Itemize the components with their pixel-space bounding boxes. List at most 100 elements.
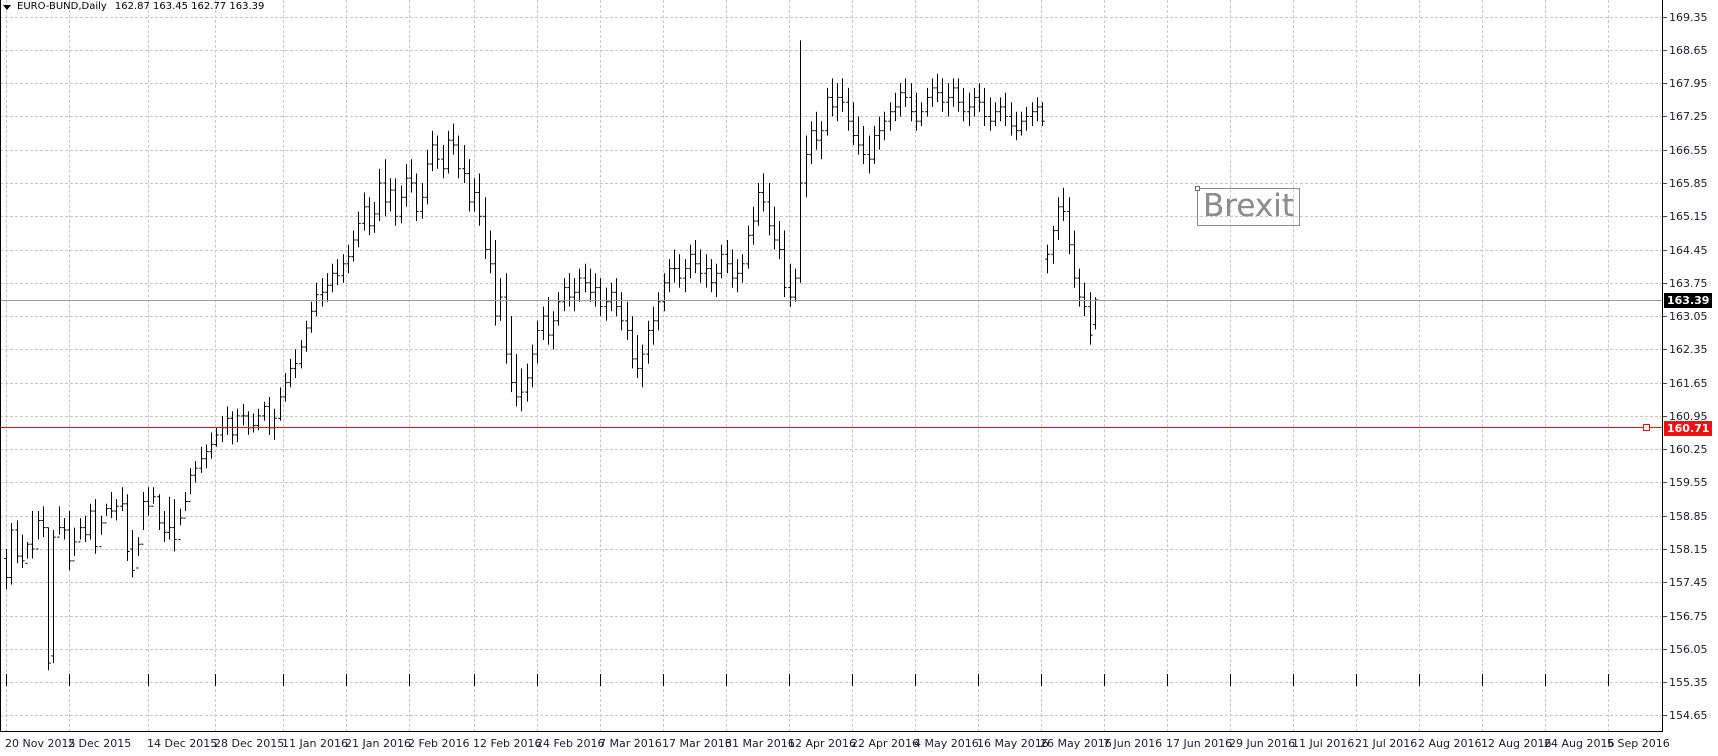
price-axis-label: 155.35 [1669, 676, 1708, 689]
price-gridline [0, 616, 1663, 617]
time-tick [1167, 674, 1168, 686]
price-tick [1663, 549, 1667, 550]
time-gridline [1041, 0, 1042, 732]
time-tick [915, 674, 916, 686]
time-axis-label: 24 Aug 2016 [1544, 737, 1615, 750]
time-gridline [1545, 0, 1546, 732]
price-gridline [0, 150, 1663, 151]
time-axis-label: 12 Aug 2016 [1481, 737, 1552, 750]
time-axis-label: 14 Dec 2015 [147, 737, 218, 750]
current-price-badge: 163.39 [1664, 293, 1713, 308]
time-axis-label: 24 Feb 2016 [536, 737, 605, 750]
time-axis-label: 4 May 2016 [914, 737, 979, 750]
price-axis-label: 156.05 [1669, 643, 1708, 656]
price-tick [1663, 649, 1667, 650]
price-axis-label: 169.35 [1669, 11, 1708, 24]
price-tick [1663, 482, 1667, 483]
time-tick [409, 674, 410, 686]
price-gridline [0, 383, 1663, 384]
time-tick [215, 674, 216, 686]
price-tick [1663, 17, 1667, 18]
time-axis-label: 12 Feb 2016 [473, 737, 542, 750]
price-axis-label: 160.25 [1669, 443, 1708, 456]
time-axis-label: 7 Jun 2016 [1103, 737, 1163, 750]
time-tick [1482, 674, 1483, 686]
triangle-down-icon[interactable] [3, 4, 11, 10]
price-tick [1663, 283, 1667, 284]
time-axis-label: 2 Feb 2016 [408, 737, 470, 750]
price-axis-label: 157.45 [1669, 576, 1708, 589]
price-axis-label: 156.75 [1669, 610, 1708, 623]
horizontal-line-handle[interactable] [1643, 424, 1650, 431]
time-gridline [409, 0, 410, 732]
time-tick [726, 674, 727, 686]
price-gridline [0, 183, 1663, 184]
time-axis-label: 22 Apr 2016 [851, 737, 920, 750]
plot-left-border [0, 0, 1, 732]
time-tick [663, 674, 664, 686]
time-axis-label: 20 Nov 2015 [5, 737, 76, 750]
price-tick [1663, 50, 1667, 51]
resize-handle-icon[interactable] [1195, 186, 1200, 191]
time-tick [1419, 674, 1420, 686]
price-tick [1663, 449, 1667, 450]
price-axis-label: 167.25 [1669, 110, 1708, 123]
time-axis-label: 7 Mar 2016 [599, 737, 662, 750]
time-gridline [1482, 0, 1483, 732]
price-axis-label: 158.85 [1669, 510, 1708, 523]
time-tick [1041, 674, 1042, 686]
price-axis-label: 163.05 [1669, 310, 1708, 323]
price-axis-label: 158.15 [1669, 543, 1708, 556]
plot-bottom-border [0, 731, 1718, 732]
price-gridline [0, 649, 1663, 650]
time-tick [474, 674, 475, 686]
time-gridline [283, 0, 284, 732]
price-gridline [0, 216, 1663, 217]
brexit-text-object[interactable]: Brexit [1195, 186, 1300, 226]
time-gridline [1104, 0, 1105, 732]
time-gridline [852, 0, 853, 732]
price-gridline [0, 582, 1663, 583]
time-axis-label: 21 Jan 2016 [345, 737, 411, 750]
horizontal-line-object[interactable] [0, 427, 1663, 428]
time-axis-label: 28 Dec 2015 [214, 737, 285, 750]
time-tick [69, 674, 70, 686]
price-tick [1663, 516, 1667, 517]
time-scale[interactable]: 20 Nov 2015 2 Dec 2015 14 Dec 2015 28 Dec 2… [0, 732, 1718, 756]
ohlc-quote-label: 162.87 163.45 162.77 163.39 [114, 1, 265, 12]
time-axis-label: 31 Mar 2016 [725, 737, 795, 750]
time-gridline [600, 0, 601, 732]
price-gridline [0, 516, 1663, 517]
price-axis-label: 164.45 [1669, 244, 1708, 257]
time-gridline [6, 0, 7, 732]
time-tick [1293, 674, 1294, 686]
price-axis-label: 166.55 [1669, 144, 1708, 157]
price-axis-label: 161.65 [1669, 377, 1708, 390]
chart-plot-area[interactable]: Brexit [0, 0, 1663, 732]
time-tick [148, 674, 149, 686]
price-gridline [0, 83, 1663, 84]
time-gridline [1608, 0, 1609, 732]
time-tick [1545, 674, 1546, 686]
time-tick [600, 674, 601, 686]
time-tick [1104, 674, 1105, 686]
time-tick [6, 674, 7, 686]
price-gridline [0, 682, 1663, 683]
price-axis-label: 159.55 [1669, 476, 1708, 489]
time-axis-label: 11 Jul 2016 [1292, 737, 1355, 750]
time-gridline [978, 0, 979, 732]
time-axis-label: 29 Jun 2016 [1229, 737, 1296, 750]
time-axis-label: 17 Mar 2016 [662, 737, 732, 750]
price-scale[interactable]: 163.39 160.71 169.35 168.65 167.95 167.25 16… [1663, 0, 1718, 756]
time-axis-label: 2 Aug 2016 [1418, 737, 1482, 750]
price-axis-label: 167.95 [1669, 77, 1708, 90]
time-gridline [215, 0, 216, 732]
price-gridline [0, 416, 1663, 417]
symbol-period-label: EURO-BUND,Daily [17, 1, 107, 12]
time-gridline [148, 0, 149, 732]
price-gridline [0, 50, 1663, 51]
plot-right-border [1662, 0, 1663, 732]
time-gridline [789, 0, 790, 732]
time-gridline [726, 0, 727, 732]
